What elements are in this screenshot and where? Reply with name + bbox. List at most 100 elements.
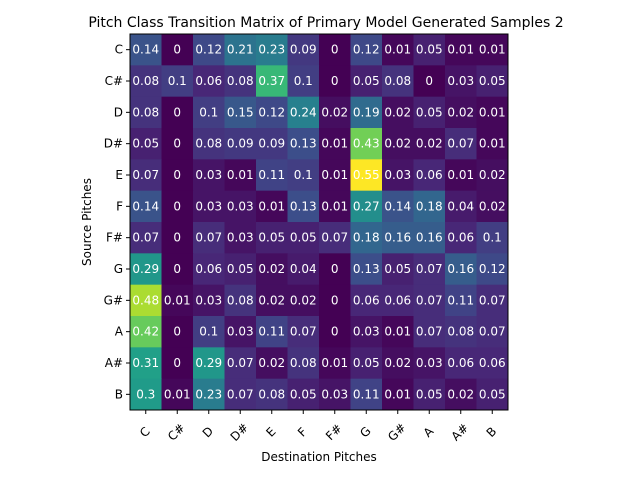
heatmap-cell-G#-D xyxy=(193,284,225,317)
heatmap-cell-F-F# xyxy=(319,190,351,223)
heatmap-cell-value: 0.02 xyxy=(384,137,411,151)
heatmap-cell-value: 0.1 xyxy=(294,168,313,182)
heatmap-cell-value: 0.07 xyxy=(195,231,222,245)
heatmap-cell-G-A xyxy=(413,253,446,286)
heatmap-cell-value: 0.01 xyxy=(447,168,474,182)
heatmap-cell-D-A xyxy=(413,96,446,129)
x-tick-label: F xyxy=(295,425,310,440)
heatmap-cell-value: 0.42 xyxy=(132,325,159,339)
heatmap-cell-value: 0.06 xyxy=(447,356,474,370)
heatmap-cell-value: 0 xyxy=(331,262,339,276)
heatmap-cell-A#-C xyxy=(130,347,162,380)
heatmap-cell-A#-B xyxy=(476,347,509,380)
x-axis-ticks: C C# D D# E F F# G G# A A# B xyxy=(137,410,499,444)
heatmap-cell-value: 0.06 xyxy=(447,231,474,245)
heatmap-cell-value: 0.02 xyxy=(479,168,506,182)
y-axis-label: Source Pitches xyxy=(80,178,94,266)
heatmap-cell-C#-F xyxy=(287,65,320,98)
heatmap-cell-B-D xyxy=(193,378,225,411)
heatmap-cell-B-B xyxy=(476,378,509,411)
heatmap-cell-D-G# xyxy=(382,96,414,129)
heatmap-cell-value: 0.07 xyxy=(416,262,443,276)
heatmap-cell-G-F xyxy=(287,253,320,286)
heatmap-cell-G#-G xyxy=(350,284,383,317)
heatmap-cell-labels: 0.14 0 0.12 0.21 0.23 0.09 0 0.12 0.01 0.05 0.01 0.… xyxy=(132,43,505,402)
heatmap-cell-value: 0.05 xyxy=(416,387,443,401)
y-tick-label: C# xyxy=(105,74,123,88)
heatmap-cell-value: 0.02 xyxy=(447,105,474,119)
heatmap-cell-value: 0.01 xyxy=(321,199,348,213)
heatmap-cell-F-D# xyxy=(224,190,257,223)
heatmap-cell-B-A# xyxy=(445,378,477,411)
heatmap-cell-A-B xyxy=(476,316,509,348)
heatmap-cell-value: 0.02 xyxy=(258,293,285,307)
heatmap-cell-E-F xyxy=(287,159,320,192)
heatmap-cell-G#-A# xyxy=(445,284,477,317)
heatmap-cell-D#-A xyxy=(413,128,446,160)
heatmap-cell-G-E xyxy=(256,253,288,286)
heatmap-cell-value: 0.05 xyxy=(132,137,159,151)
heatmap-cell-E-A# xyxy=(445,159,477,192)
heatmap-cell-value: 0.01 xyxy=(258,199,285,213)
heatmap-cell-value: 0.06 xyxy=(195,74,222,88)
heatmap-cell-G#-C xyxy=(130,284,162,317)
heatmap-cell-value: 0.03 xyxy=(353,325,380,339)
heatmap-cell-B-E xyxy=(256,378,288,411)
heatmap-cell-value: 0.16 xyxy=(416,231,443,245)
heatmap-cell-value: 0 xyxy=(425,74,433,88)
heatmap-cell-D-A# xyxy=(445,96,477,129)
heatmap-cell-value: 0.15 xyxy=(227,105,254,119)
y-tick-label: D# xyxy=(104,137,123,151)
heatmap-cell-value: 0.43 xyxy=(353,137,380,151)
heatmap-cell-value: 0.08 xyxy=(132,105,159,119)
heatmap-cell-A-C xyxy=(130,316,162,348)
heatmap-cell-value: 0.31 xyxy=(132,356,159,370)
y-tick-label: C xyxy=(115,43,123,57)
heatmap-cell-value: 0.02 xyxy=(290,293,317,307)
heatmap-cell-value: 0.23 xyxy=(195,387,222,401)
heatmap-cell-F-A# xyxy=(445,190,477,223)
heatmap-cell-F-D xyxy=(193,190,225,223)
heatmap-cell-value: 0.01 xyxy=(384,325,411,339)
heatmap-cell-value: 0 xyxy=(173,168,181,182)
heatmap-cell-value: 0.03 xyxy=(195,199,222,213)
heatmap-cell-C#-B xyxy=(476,65,509,98)
heatmap-cell-value: 0.06 xyxy=(479,356,506,370)
heatmap-cell-value: 0.06 xyxy=(195,262,222,276)
heatmap-cell-value: 0.07 xyxy=(227,387,254,401)
heatmap-cell-value: 0 xyxy=(173,325,181,339)
heatmap-cells xyxy=(130,34,509,411)
heatmap-cell-value: 0 xyxy=(173,199,181,213)
heatmap-cell-C-C xyxy=(130,34,162,66)
heatmap-cell-D-F xyxy=(287,96,320,129)
heatmap-cell-C#-D# xyxy=(224,65,257,98)
heatmap-cell-value: 0 xyxy=(173,105,181,119)
heatmap-cell-value: 0.13 xyxy=(353,262,380,276)
heatmap-cell-value: 0.12 xyxy=(353,43,380,57)
heatmap-cell-C#-G xyxy=(350,65,383,98)
heatmap-cell-A#-D xyxy=(193,347,225,380)
heatmap-cell-C#-E xyxy=(256,65,288,98)
heatmap-cell-E-D xyxy=(193,159,225,192)
heatmap-cell-value: 0.07 xyxy=(290,325,317,339)
heatmap-cell-F-G xyxy=(350,190,383,223)
heatmap-cell-value: 0.08 xyxy=(258,387,285,401)
heatmap-cell-G#-G# xyxy=(382,284,414,317)
x-tick-label: E xyxy=(263,425,278,440)
heatmap-cell-value: 0.05 xyxy=(479,74,506,88)
heatmap-cell-A-G# xyxy=(382,316,414,348)
heatmap-cell-value: 0.03 xyxy=(321,387,348,401)
heatmap-cell-C-A xyxy=(413,34,446,66)
heatmap-cell-value: 0.08 xyxy=(227,74,254,88)
heatmap-cell-value: 0.09 xyxy=(258,137,285,151)
heatmap-cell-value: 0.19 xyxy=(353,105,380,119)
y-tick-label: G xyxy=(114,262,123,276)
heatmap-cell-value: 0.1 xyxy=(294,74,313,88)
heatmap-cell-value: 0.07 xyxy=(416,293,443,307)
heatmap-cell-value: 0 xyxy=(331,43,339,57)
heatmap-cell-value: 0.02 xyxy=(321,105,348,119)
heatmap-cell-value: 0 xyxy=(173,231,181,245)
heatmap-cell-A-D xyxy=(193,316,225,348)
heatmap-cell-C-F xyxy=(287,34,320,66)
heatmap-cell-value: 0.24 xyxy=(290,105,317,119)
